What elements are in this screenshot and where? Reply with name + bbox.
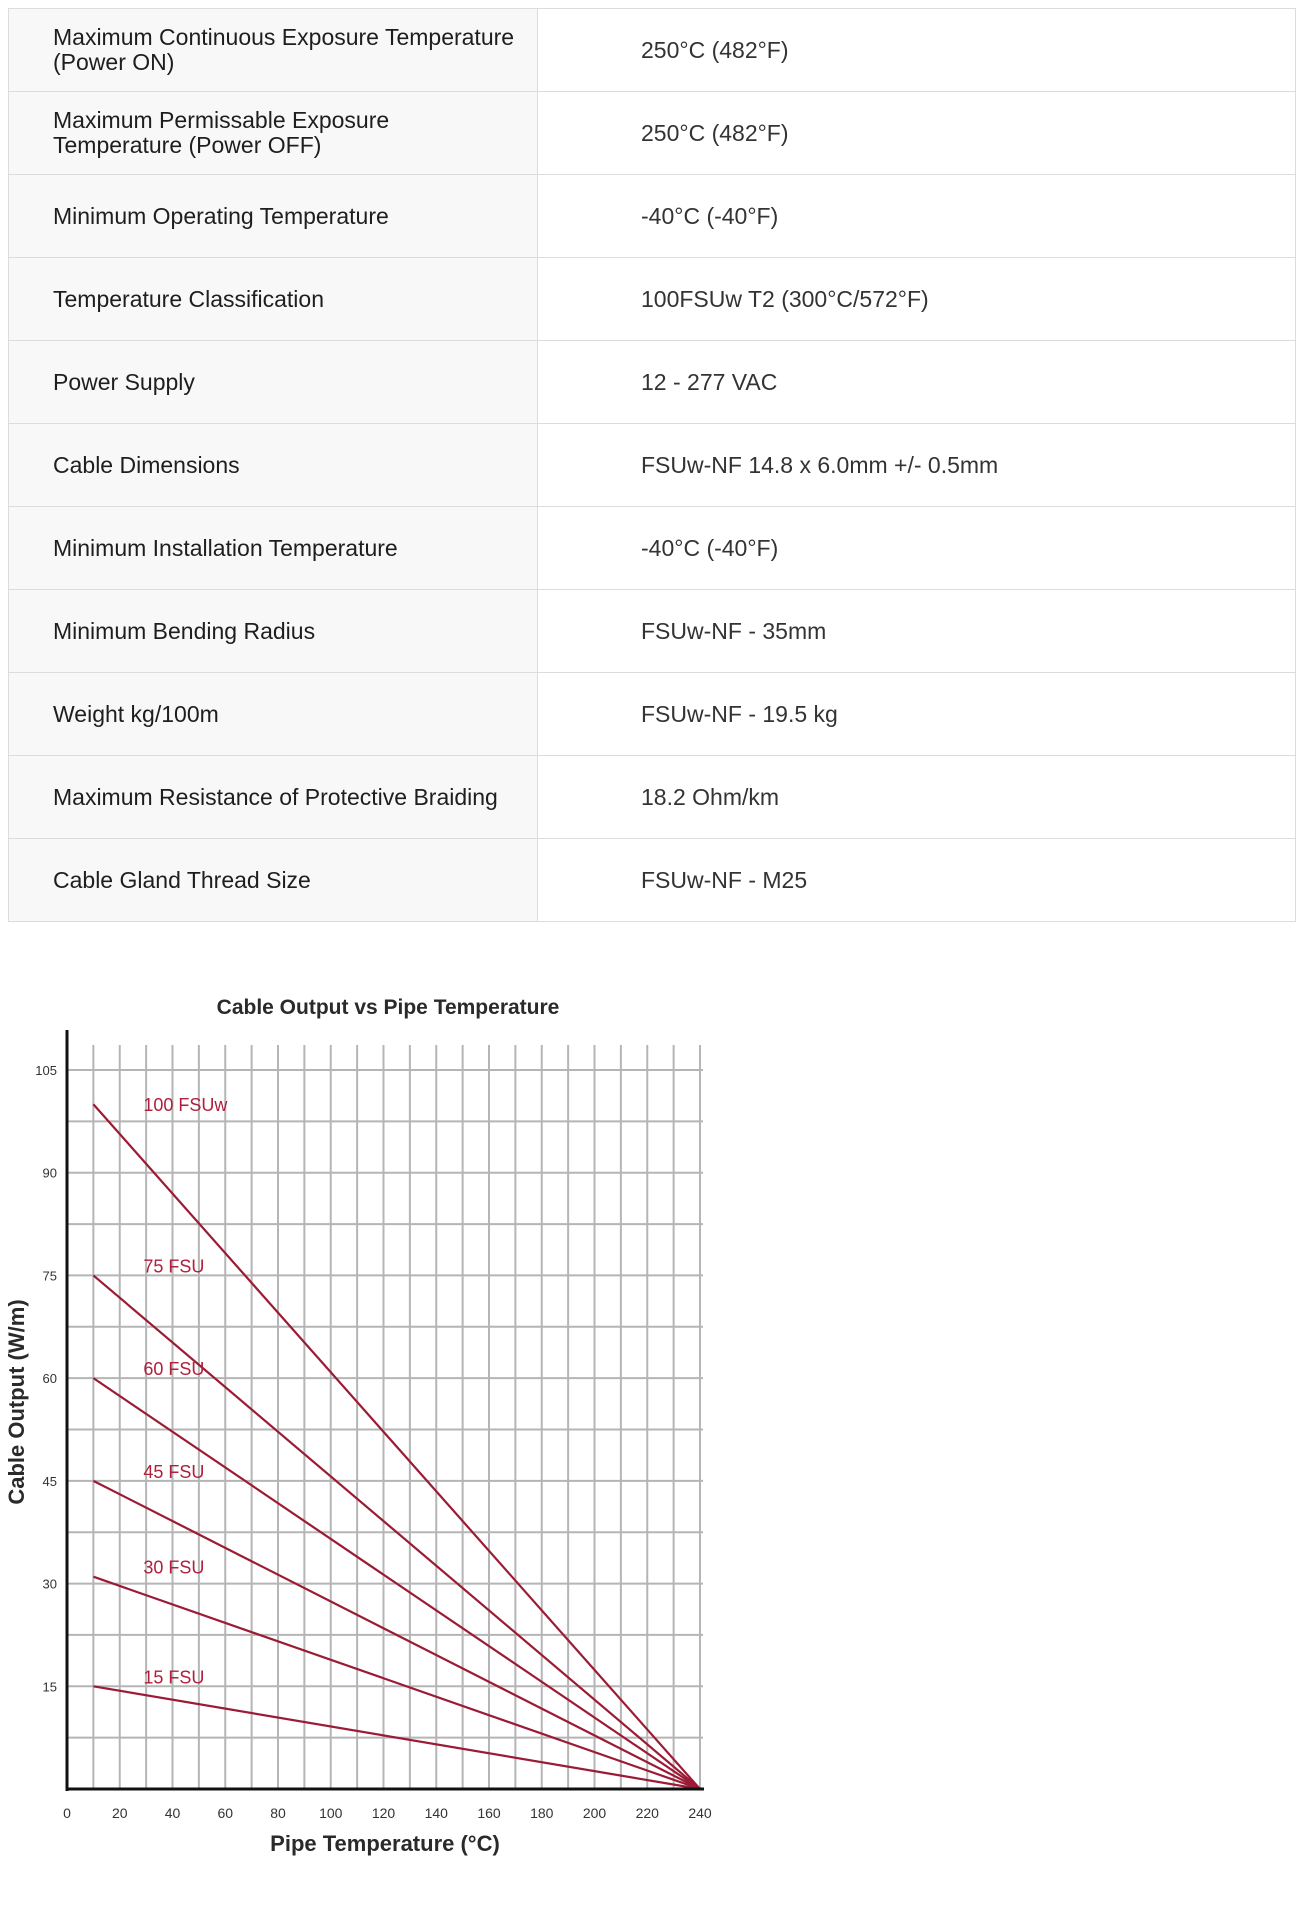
- spec-row: Cable Gland Thread Size FSUw-NF - M25: [8, 838, 1296, 922]
- spec-row: Maximum Continuous Exposure Temperature …: [8, 8, 1296, 92]
- spec-value: 100FSUw T2 (300°C/572°F): [537, 257, 1296, 341]
- series-label: 45 FSU: [143, 1462, 204, 1482]
- spec-value: 12 - 277 VAC: [537, 340, 1296, 424]
- x-tick-label: 40: [165, 1805, 181, 1821]
- x-tick-label: 180: [530, 1805, 554, 1821]
- y-tick-label: 75: [43, 1268, 57, 1283]
- y-tick-label: 105: [35, 1063, 57, 1078]
- x-tick-label: 220: [636, 1805, 660, 1821]
- spec-row: Minimum Bending Radius FSUw-NF - 35mm: [8, 589, 1296, 673]
- series-line: [93, 1575, 701, 1791]
- x-tick-label: 100: [319, 1805, 343, 1821]
- spec-value: -40°C (-40°F): [537, 174, 1296, 258]
- spec-label: Temperature Classification: [8, 257, 538, 341]
- spec-label: Minimum Operating Temperature: [8, 174, 538, 258]
- series-line: [93, 1685, 701, 1791]
- spec-row: Minimum Installation Temperature -40°C (-…: [8, 506, 1296, 590]
- series-label: 30 FSU: [143, 1558, 204, 1578]
- x-tick-label: 120: [372, 1805, 396, 1821]
- y-tick-label: 15: [43, 1679, 57, 1694]
- spec-label: Weight kg/100m: [8, 672, 538, 756]
- spec-row: Weight kg/100m FSUw-NF - 19.5 kg: [8, 672, 1296, 756]
- y-axis-label: Cable Output (W/m): [4, 1299, 29, 1504]
- y-tick-label: 90: [43, 1166, 57, 1181]
- spec-row: Maximum Resistance of Protective Braidin…: [8, 755, 1296, 839]
- x-tick-label: 60: [217, 1805, 233, 1821]
- spec-label: Power Supply: [8, 340, 538, 424]
- spec-row: Cable Dimensions FSUw-NF 14.8 x 6.0mm +/-…: [8, 423, 1296, 507]
- spec-label: Maximum Resistance of Protective Braidin…: [8, 755, 538, 839]
- spec-row: Maximum Permissable Exposure Temperature…: [8, 91, 1296, 175]
- spec-value: FSUw-NF - M25: [537, 838, 1296, 922]
- spec-label: Minimum Installation Temperature: [8, 506, 538, 590]
- spec-label: Maximum Continuous Exposure Temperature …: [8, 8, 538, 92]
- y-tick-label: 60: [43, 1371, 57, 1386]
- x-tick-label: 0: [63, 1805, 71, 1821]
- series-line: [92, 1377, 701, 1790]
- spec-value: -40°C (-40°F): [537, 506, 1296, 590]
- series-label: 100 FSUw: [143, 1095, 228, 1115]
- series-label: 75 FSU: [143, 1256, 204, 1276]
- spec-value: 18.2 Ohm/km: [537, 755, 1296, 839]
- x-axis-label: Pipe Temperature (°C): [270, 1831, 500, 1856]
- chart-title: Cable Output vs Pipe Temperature: [217, 996, 560, 1019]
- x-tick-label: 200: [583, 1805, 607, 1821]
- x-tick-label: 140: [425, 1805, 449, 1821]
- spec-label: Cable Gland Thread Size: [8, 838, 538, 922]
- spec-label: Cable Dimensions: [8, 423, 538, 507]
- series-label: 15 FSU: [143, 1667, 204, 1687]
- y-tick-label: 45: [43, 1474, 57, 1489]
- x-tick-label: 240: [688, 1805, 712, 1821]
- x-tick-label: 80: [270, 1805, 286, 1821]
- x-tick-label: 20: [112, 1805, 128, 1821]
- cable-output-chart: Cable Output vs Pipe Temperature Pipe Te…: [4, 996, 712, 1856]
- y-tick-label: 30: [43, 1577, 57, 1592]
- spec-value: FSUw-NF - 35mm: [537, 589, 1296, 673]
- series-label: 60 FSU: [143, 1359, 204, 1379]
- spec-value: 250°C (482°F): [537, 91, 1296, 175]
- series-line: [92, 1479, 701, 1790]
- spec-value: FSUw-NF - 19.5 kg: [537, 672, 1296, 756]
- spec-label: Maximum Permissable Exposure Temperature…: [8, 91, 538, 175]
- x-tick-label: 160: [477, 1805, 501, 1821]
- spec-row: Power Supply 12 - 277 VAC: [8, 340, 1296, 424]
- spec-label: Minimum Bending Radius: [8, 589, 538, 673]
- specifications-table: Maximum Continuous Exposure Temperature …: [8, 8, 1296, 922]
- spec-row: Temperature Classification 100FSUw T2 (30…: [8, 257, 1296, 341]
- series-line: [92, 1274, 701, 1790]
- spec-value: FSUw-NF 14.8 x 6.0mm +/- 0.5mm: [537, 423, 1296, 507]
- spec-row: Minimum Operating Temperature -40°C (-40°…: [8, 174, 1296, 258]
- series-line: [92, 1103, 701, 1790]
- spec-value: 250°C (482°F): [537, 8, 1296, 92]
